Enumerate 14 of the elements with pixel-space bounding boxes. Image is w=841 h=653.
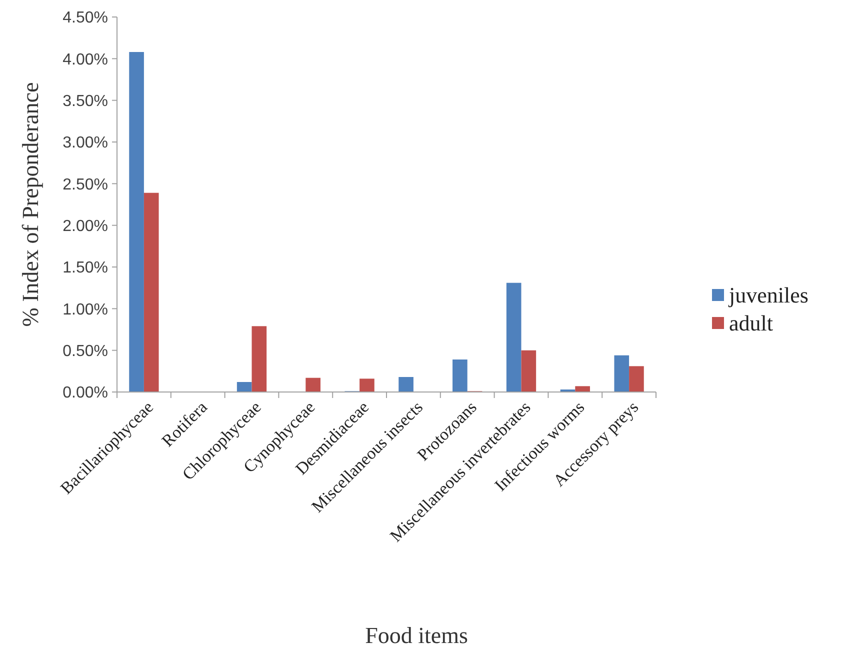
y-tick-label: 2.00% (62, 218, 108, 235)
y-tick-label: 1.50% (62, 260, 108, 277)
y-tick-label: 3.00% (62, 134, 108, 152)
y-tick-label: 4.00% (62, 51, 108, 68)
y-tick-label: 0.00% (62, 384, 108, 402)
y-tick-label: 2.50% (62, 176, 108, 194)
y-tick-label: 4.50% (62, 10, 108, 27)
legend-label: adult (729, 310, 773, 336)
y-tick-label: 3.50% (62, 92, 108, 110)
legend-label: juveniles (728, 282, 808, 308)
y-tick-label: 0.50% (62, 342, 108, 360)
y-tick-label: 1.00% (62, 301, 108, 318)
x-axis-title: Food items (365, 623, 468, 648)
y-axis-title: % Index of Preponderance (18, 82, 44, 327)
